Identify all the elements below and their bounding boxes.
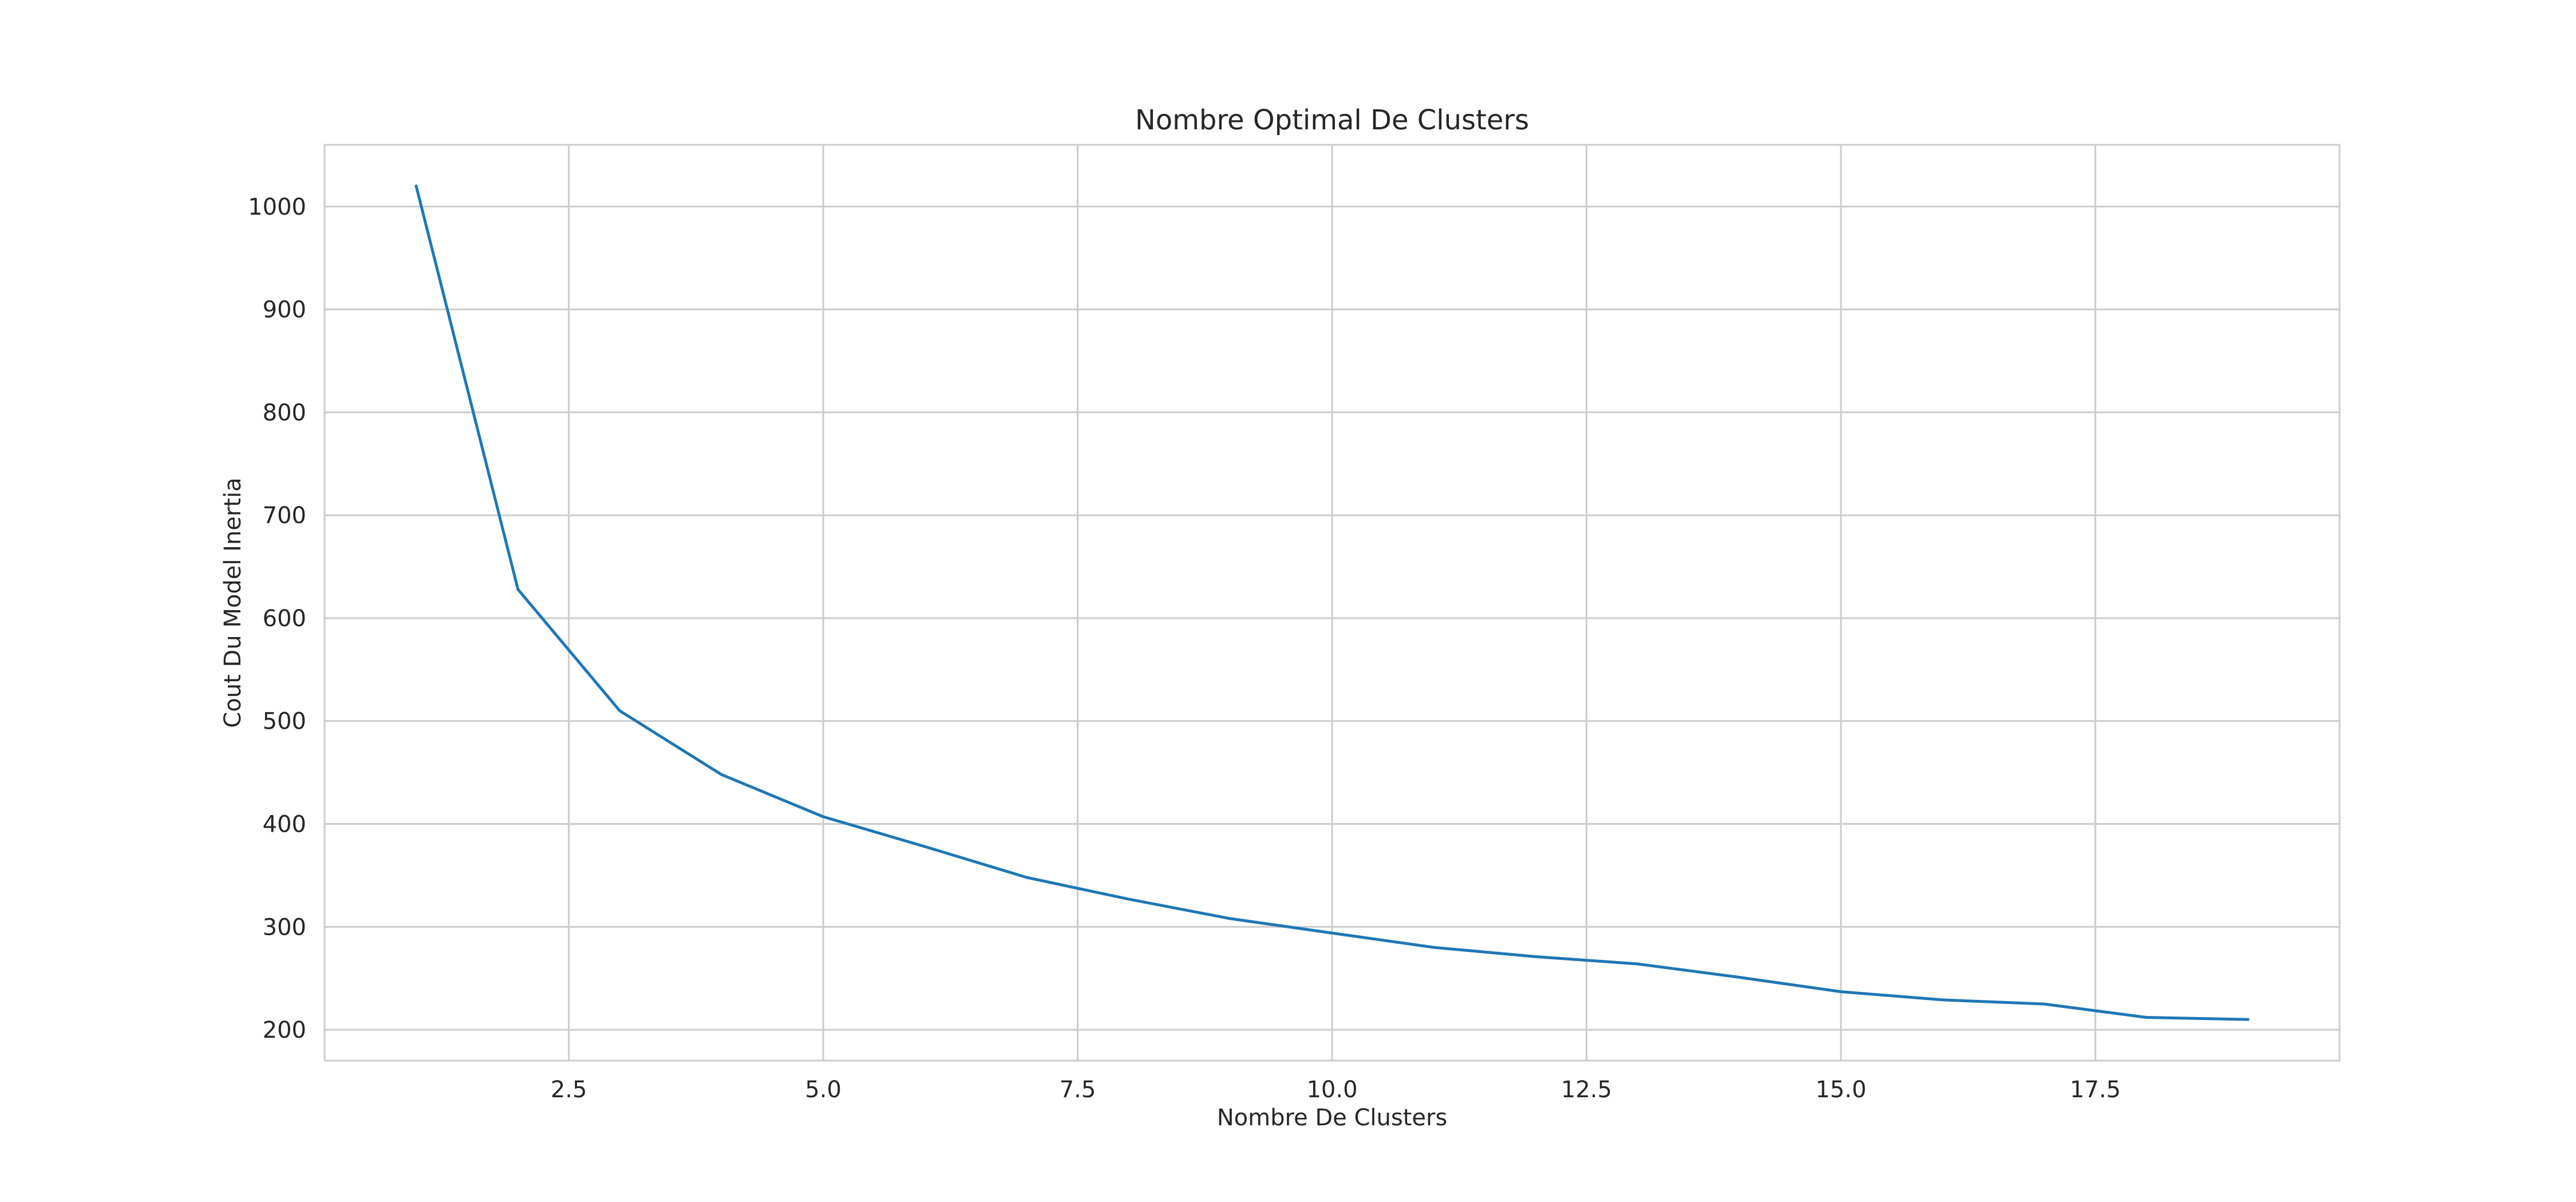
- y-tick-label: 200: [263, 1017, 306, 1043]
- x-tick-label: 5.0: [805, 1077, 841, 1103]
- x-tick-label: 7.5: [1060, 1077, 1096, 1103]
- x-tick-label: 2.5: [551, 1077, 587, 1103]
- x-axis-label: Nombre De Clusters: [1217, 1105, 1448, 1131]
- y-tick-label: 500: [263, 709, 306, 735]
- y-tick-label: 700: [263, 503, 306, 529]
- y-tick-labels: 200 300 400 500 600 700 800 900 1000: [248, 194, 306, 1043]
- y-tick-label: 800: [263, 400, 306, 426]
- y-tick-label: 900: [263, 297, 306, 323]
- plot-area: [323, 144, 2341, 1062]
- y-tick-label: 600: [263, 606, 306, 632]
- chart-title: Nombre Optimal De Clusters: [1135, 104, 1529, 136]
- x-tick-label: 17.5: [2070, 1077, 2121, 1103]
- series-group: [414, 184, 2250, 1021]
- x-gridlines: [568, 145, 2096, 1061]
- y-tick-label: 400: [263, 812, 306, 838]
- x-tick-label: 15.0: [1815, 1077, 1866, 1103]
- x-tick-label: 10.0: [1306, 1077, 1357, 1103]
- y-tick-label: 300: [263, 914, 306, 940]
- y-axis-label: Cout Du Model Inertia: [220, 477, 246, 727]
- y-tick-label: 1000: [248, 194, 306, 220]
- x-tick-labels: 2.5 5.0 7.5 10.0 12.5 15.0 17.5: [551, 1077, 2121, 1103]
- series-line: [414, 184, 2250, 1021]
- y-gridlines: [325, 205, 2340, 1031]
- x-tick-label: 12.5: [1561, 1077, 1612, 1103]
